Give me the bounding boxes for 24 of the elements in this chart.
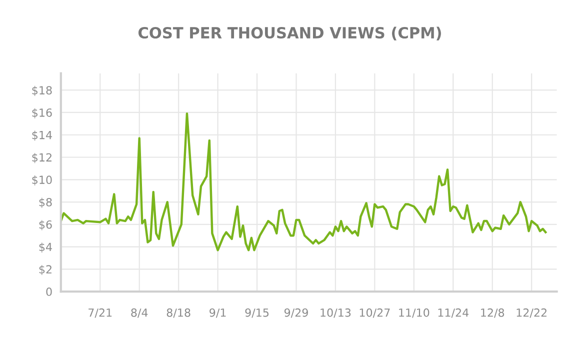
x-tick-label: 12/22 xyxy=(516,308,546,318)
x-tick-label: 9/1 xyxy=(210,308,226,318)
y-tick-label: 0 xyxy=(46,288,52,296)
x-tick-label: 8/18 xyxy=(166,308,190,318)
chart-title: COST PER THOUSAND VIEWS (CPM) xyxy=(138,26,441,40)
y-tick-label: $10 xyxy=(32,175,52,186)
x-tick-label: 7/21 xyxy=(88,308,112,318)
x-tick-label: 10/27 xyxy=(360,308,390,318)
line-series xyxy=(60,112,547,252)
y-tick-label: $14 xyxy=(32,130,52,141)
x-tick-label: 9/29 xyxy=(284,308,308,318)
y-tick-label: $18 xyxy=(32,86,52,96)
x-tick-label: 8/4 xyxy=(131,308,148,318)
y-tick-label: $2 xyxy=(39,264,52,276)
y-tick-label: $6 xyxy=(39,220,52,230)
x-tick-label: 9/15 xyxy=(245,308,269,318)
y-tick-label: $16 xyxy=(32,108,52,118)
x-tick-label: 10/13 xyxy=(320,308,351,318)
x-tick-label: 12/8 xyxy=(481,308,504,318)
x-tick-label: 11/24 xyxy=(438,308,469,318)
x-tick-label: 11/10 xyxy=(399,308,430,318)
y-tick-label: $4 xyxy=(39,242,52,253)
y-tick-label: $12 xyxy=(32,153,52,164)
y-tick-label: $8 xyxy=(39,198,52,208)
